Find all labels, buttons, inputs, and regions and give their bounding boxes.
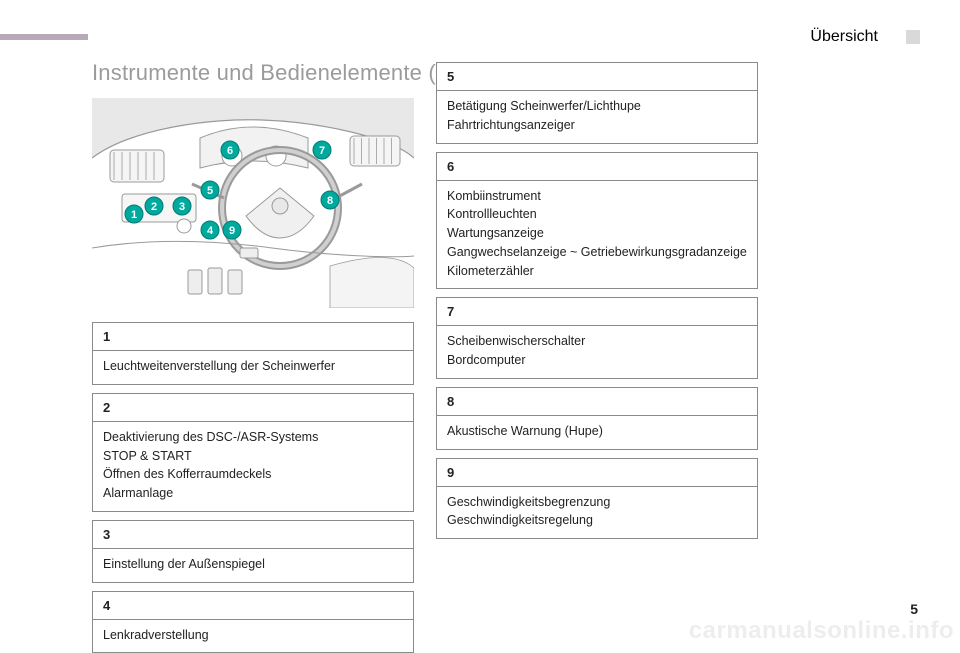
page-number: 5 [910, 601, 918, 617]
dashboard-badge-8: 8 [321, 191, 339, 209]
right-box-7-line-1: Bordcomputer [447, 351, 747, 370]
svg-text:1: 1 [131, 209, 137, 221]
right-box-7-body: ScheibenwischerschalterBordcomputer [437, 326, 757, 378]
watermark: carmanualsonline.info [689, 617, 954, 645]
svg-text:7: 7 [319, 145, 325, 157]
right-box-6-body: KombiinstrumentKontrollleuchtenWartungsa… [437, 181, 757, 289]
header-section-label: Übersicht [810, 28, 878, 46]
left-box-2-body: Deaktivierung des DSC-/ASR-SystemsSTOP &… [93, 422, 413, 511]
left-box-2: 2Deaktivierung des DSC-/ASR-SystemsSTOP … [92, 393, 414, 512]
dashboard-badge-3: 3 [173, 197, 191, 215]
left-box-3-body: Einstellung der Außenspiegel [93, 549, 413, 582]
dashboard-badge-2: 2 [145, 197, 163, 215]
top-accent-bar [0, 34, 88, 40]
left-box-2-line-2: Öffnen des Kofferraumdeckels [103, 465, 403, 484]
right-box-7-line-0: Scheibenwischerschalter [447, 332, 747, 351]
left-column: 1 Leuchtweitenverstellung der Scheinwerfe… [92, 322, 414, 653]
left-box-2-head: 2 [93, 394, 413, 422]
left-box-4-body: Lenkradverstellung [93, 620, 413, 653]
right-box-6-line-3: Gangwechselanzeige ~ Getriebewirkungsgra… [447, 243, 747, 262]
left-box-3-line-0: Einstellung der Außenspiegel [103, 555, 403, 574]
dashboard-badge-6: 6 [221, 141, 239, 159]
svg-text:5: 5 [207, 185, 213, 197]
left-box-4-line-0: Lenkradverstellung [103, 626, 403, 645]
right-box-5-line-1: Fahrtrichtungsanzeiger [447, 116, 747, 135]
dashboard-badge-1: 1 [125, 205, 143, 223]
svg-text:2: 2 [151, 201, 157, 213]
left-box-4: 4 Lenkradverstellung [92, 591, 414, 653]
right-box-6: 6KombiinstrumentKontrollleuchtenWartungs… [436, 152, 758, 290]
right-box-6-line-2: Wartungsanzeige [447, 224, 747, 243]
svg-text:4: 4 [207, 225, 214, 237]
left-box-1-head: 1 [93, 323, 413, 351]
left-box-1-line-0: Leuchtweitenverstellung der Scheinwerfer [103, 357, 403, 376]
dashboard-badge-7: 7 [313, 141, 331, 159]
right-box-8-head: 8 [437, 388, 757, 416]
header-right: Übersicht [810, 28, 920, 46]
left-box-2-line-1: STOP & START [103, 447, 403, 466]
right-box-8-line-0: Akustische Warnung (Hupe) [447, 422, 747, 441]
right-box-7: 7ScheibenwischerschalterBordcomputer [436, 297, 758, 379]
dashboard-badge-4: 4 [201, 221, 219, 239]
left-box-2-line-0: Deaktivierung des DSC-/ASR-Systems [103, 428, 403, 447]
left-box-3: 3 Einstellung der Außenspiegel [92, 520, 414, 583]
left-box-2-line-3: Alarmanlage [103, 484, 403, 503]
svg-text:6: 6 [227, 145, 233, 157]
left-box-4-head: 4 [93, 592, 413, 620]
dashboard-badge-9: 9 [223, 221, 241, 239]
right-box-6-head: 6 [437, 153, 757, 181]
svg-text:9: 9 [229, 225, 235, 237]
right-box-5-body: Betätigung Scheinwerfer/LichthupeFahrtri… [437, 91, 757, 143]
right-box-6-line-0: Kombiinstrument [447, 187, 747, 206]
right-box-9: 9GeschwindigkeitsbegrenzungGeschwindigke… [436, 458, 758, 540]
header-square-icon [906, 30, 920, 44]
right-box-8: 8 Akustische Warnung (Hupe) [436, 387, 758, 450]
left-box-3-head: 3 [93, 521, 413, 549]
right-box-5-head: 5 [437, 63, 757, 91]
dashboard-illustration: 1 2 3 4 5 6 7 8 9 [92, 98, 414, 308]
svg-text:3: 3 [179, 201, 185, 213]
right-column: 5Betätigung Scheinwerfer/LichthupeFahrtr… [436, 62, 758, 539]
right-box-9-head: 9 [437, 459, 757, 487]
left-box-1: 1 Leuchtweitenverstellung der Scheinwerfe… [92, 322, 414, 385]
right-box-5-line-0: Betätigung Scheinwerfer/Lichthupe [447, 97, 747, 116]
right-box-9-body: GeschwindigkeitsbegrenzungGeschwindigkei… [437, 487, 757, 539]
left-box-1-body: Leuchtweitenverstellung der Scheinwerfer [93, 351, 413, 384]
right-box-5: 5Betätigung Scheinwerfer/LichthupeFahrtr… [436, 62, 758, 144]
right-box-8-body: Akustische Warnung (Hupe) [437, 416, 757, 449]
right-box-9-line-1: Geschwindigkeitsregelung [447, 511, 747, 530]
right-box-6-line-4: Kilometerzähler [447, 262, 747, 281]
svg-text:8: 8 [327, 195, 333, 207]
right-box-9-line-0: Geschwindigkeitsbegrenzung [447, 493, 747, 512]
right-box-7-head: 7 [437, 298, 757, 326]
dashboard-badge-5: 5 [201, 181, 219, 199]
right-box-6-line-1: Kontrollleuchten [447, 205, 747, 224]
